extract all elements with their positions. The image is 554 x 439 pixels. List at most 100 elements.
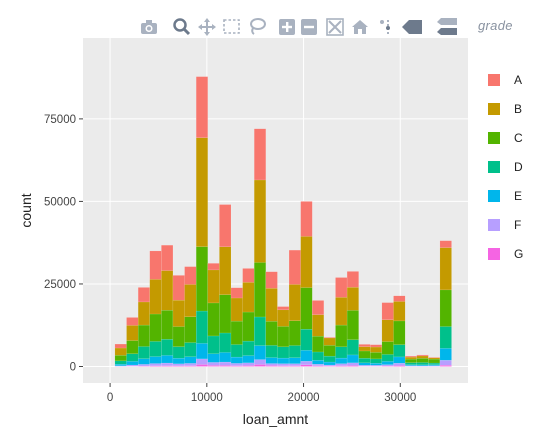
bar-segment-C[interactable] — [149, 313, 162, 342]
bar-segment-F[interactable] — [184, 363, 197, 366]
bar-segment-E[interactable] — [439, 348, 452, 361]
bar-segment-A[interactable] — [219, 204, 232, 247]
bar-segment-D[interactable] — [172, 346, 185, 359]
bar-segment-A[interactable] — [242, 268, 255, 283]
bar-segment-F[interactable] — [277, 363, 290, 366]
bar-segment-G[interactable] — [254, 364, 266, 367]
bar-segment-A[interactable] — [207, 263, 220, 271]
bar-segment-B[interactable] — [161, 270, 174, 311]
bar-segment-E[interactable] — [277, 357, 290, 364]
bar-segment-A[interactable] — [300, 201, 313, 237]
bar-segment-A[interactable] — [172, 275, 185, 301]
bar-segment-B[interactable] — [300, 236, 313, 288]
bar-segment-B[interactable] — [381, 319, 394, 342]
bar-segment-D[interactable] — [358, 358, 371, 364]
bar-segment-G[interactable] — [196, 364, 208, 367]
bar-segment-F[interactable] — [288, 363, 301, 366]
bar-segment-A[interactable] — [358, 344, 371, 347]
spike-lines-icon[interactable] — [376, 16, 398, 38]
bar-segment-D[interactable] — [242, 340, 255, 356]
bar-segment-A[interactable] — [277, 306, 290, 311]
bar-segment-B[interactable] — [230, 297, 243, 322]
bar-segment-B[interactable] — [219, 246, 232, 295]
bar-segment-F[interactable] — [335, 363, 348, 366]
bar-segment-B[interactable] — [184, 284, 197, 317]
bar-segment-A[interactable] — [288, 249, 301, 285]
bar-segment-E[interactable] — [149, 356, 162, 364]
bar-segment-A[interactable] — [114, 343, 127, 349]
bar-segment-F[interactable] — [300, 361, 313, 365]
bar-segment-C[interactable] — [404, 358, 417, 363]
bar-segment-G[interactable] — [207, 365, 220, 367]
bar-segment-C[interactable] — [254, 262, 266, 318]
bar-segment-E[interactable] — [126, 361, 139, 366]
legend-item-F[interactable]: F — [488, 218, 521, 232]
bar-segment-D[interactable] — [346, 339, 359, 356]
bar-segment-A[interactable] — [346, 271, 359, 288]
bar-segment-E[interactable] — [265, 357, 278, 364]
legend-item-C[interactable]: C — [488, 131, 523, 145]
bar-segment-D[interactable] — [416, 362, 429, 365]
bar-segment-E[interactable] — [323, 361, 336, 366]
bar-segment-D[interactable] — [370, 358, 383, 364]
hover-closest-icon[interactable] — [400, 16, 422, 38]
hover-compare-icon[interactable] — [435, 16, 457, 38]
bar-segment-A[interactable] — [381, 302, 394, 320]
bar-segment-A[interactable] — [149, 250, 162, 280]
bar-segment-E[interactable] — [230, 356, 243, 364]
bar-segment-F[interactable] — [137, 364, 150, 367]
bar-segment-C[interactable] — [358, 350, 371, 359]
bar-segment-A[interactable] — [323, 337, 336, 339]
bar-segment-B[interactable] — [242, 282, 255, 313]
bar-segment-A[interactable] — [312, 300, 325, 315]
bar-segment-C[interactable] — [439, 289, 452, 327]
bar-segment-C[interactable] — [288, 320, 301, 346]
bar-segment-A[interactable] — [439, 240, 452, 248]
bar-segment-B[interactable] — [439, 247, 452, 291]
bar-segment-F[interactable] — [242, 362, 255, 366]
bar-segment-B[interactable] — [254, 179, 266, 263]
bar-segment-D[interactable] — [439, 326, 452, 349]
bar-segment-B[interactable] — [114, 347, 127, 356]
bar-segment-A[interactable] — [404, 355, 417, 358]
bar-segment-D[interactable] — [207, 335, 220, 354]
bar-segment-F[interactable] — [312, 364, 325, 366]
bar-segment-A[interactable] — [370, 344, 383, 348]
bar-segment-D[interactable] — [161, 339, 174, 356]
bar-segment-E[interactable] — [346, 354, 359, 364]
bar-segment-B[interactable] — [207, 269, 220, 304]
bar-segment-D[interactable] — [428, 362, 441, 365]
bar-segment-D[interactable] — [381, 354, 394, 362]
bar-segment-B[interactable] — [126, 325, 139, 341]
bar-segment-E[interactable] — [242, 355, 255, 364]
bar-segment-D[interactable] — [196, 310, 208, 344]
bar-segment-C[interactable] — [196, 246, 208, 312]
bar-segment-A[interactable] — [335, 277, 348, 298]
bar-segment-C[interactable] — [137, 324, 150, 347]
bar-segment-C[interactable] — [277, 326, 290, 347]
legend-item-D[interactable]: D — [488, 160, 523, 174]
bar-segment-F[interactable] — [230, 363, 243, 366]
bar-segment-C[interactable] — [207, 302, 220, 337]
bar-segment-E[interactable] — [207, 353, 220, 363]
home-icon[interactable] — [349, 16, 371, 38]
bar-segment-F[interactable] — [393, 363, 406, 366]
legend-item-G[interactable]: G — [488, 247, 523, 261]
bar-segment-A[interactable] — [416, 354, 429, 357]
bar-segment-F[interactable] — [381, 364, 394, 367]
bar-segment-C[interactable] — [172, 326, 185, 347]
bar-segment-D[interactable] — [219, 332, 232, 353]
camera-icon[interactable] — [138, 16, 160, 38]
bar-segment-C[interactable] — [114, 355, 127, 362]
bar-segment-C[interactable] — [346, 310, 359, 340]
bar-segment-A[interactable] — [161, 245, 174, 271]
bar-segment-F[interactable] — [439, 360, 452, 366]
bar-segment-D[interactable] — [230, 344, 243, 358]
bar-segment-E[interactable] — [219, 352, 232, 363]
bar-segment-E[interactable] — [184, 356, 197, 364]
bar-segment-B[interactable] — [370, 346, 383, 353]
bar-segment-A[interactable] — [137, 287, 150, 303]
bar-segment-F[interactable] — [219, 361, 232, 366]
bar-segment-F[interactable] — [126, 364, 139, 367]
bar-segment-C[interactable] — [335, 324, 348, 347]
